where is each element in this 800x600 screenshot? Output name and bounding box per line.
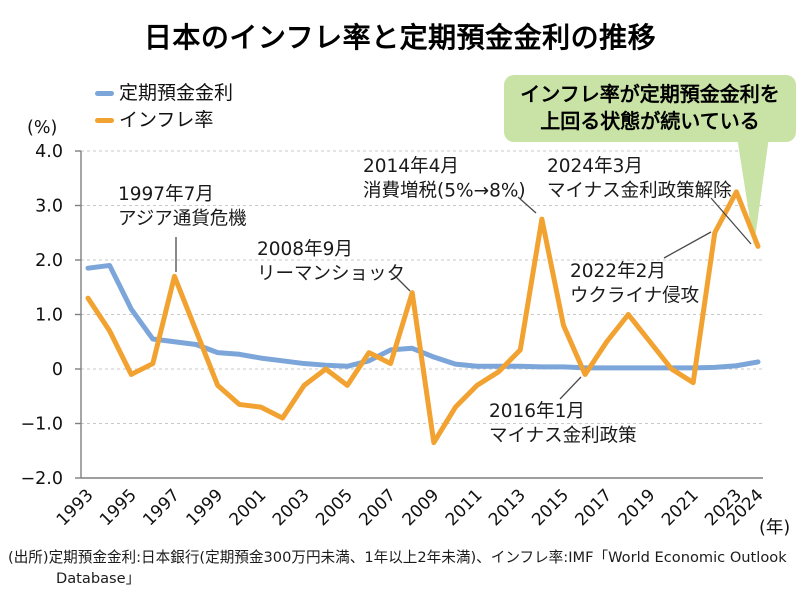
legend: 定期預金金利 インフレ率 <box>95 80 233 134</box>
y-tick-label: −1.0 <box>21 415 64 435</box>
x-tick-label: 2021 <box>658 485 703 530</box>
x-tick-label: 2009 <box>399 485 444 530</box>
legend-label-deposit: 定期預金金利 <box>119 82 234 104</box>
source-note-line1: (出所)定期預金金利:日本銀行(定期預金300万円未満、1年以上2年未満)、イン… <box>8 549 787 566</box>
annotation-pointer-line <box>559 376 582 400</box>
x-tick-label: 2007 <box>355 485 400 530</box>
legend-swatch-inflation-icon <box>95 118 114 123</box>
callout-tail <box>737 137 769 246</box>
annotation-label: 2016年1月マイナス金利政策 <box>489 401 637 447</box>
annotation-label: 2022年2月ウクライナ侵攻 <box>570 261 699 307</box>
y-tick-label: −2.0 <box>21 469 64 489</box>
y-tick-label: 3.0 <box>35 197 63 217</box>
annotation-label: 2008年9月リーマンショック <box>257 239 405 285</box>
x-axis-unit-label: (年) <box>759 518 791 538</box>
x-tick-label: 2005 <box>312 485 357 530</box>
legend-label-inflation: インフレ率 <box>119 109 214 131</box>
x-tick-label: 1997 <box>139 485 184 530</box>
x-tick-label: 2017 <box>572 485 617 530</box>
annotation-label: 2014年4月消費増税(5%→8%) <box>363 156 526 202</box>
series-line-inflation <box>85 189 761 446</box>
y-tick-label: 1.0 <box>35 306 63 326</box>
callout-text-line1: インフレ率が定期預金金利を <box>520 82 780 106</box>
y-tick-label: 0 <box>52 360 63 380</box>
source-note-line2: Database」 <box>56 570 141 587</box>
annotation-pointer-line <box>389 270 411 292</box>
x-tick-label: 2003 <box>269 485 314 530</box>
y-axis-unit-label: (%) <box>27 118 58 138</box>
x-tick-label: 2001 <box>226 485 271 530</box>
x-tick-label: 1993 <box>53 485 98 530</box>
x-tick-label: 2013 <box>485 485 530 530</box>
source-note: (出所)定期預金金利:日本銀行(定期預金300万円未満、1年以上2年未満)、イン… <box>8 547 798 589</box>
x-tick-label: 1999 <box>182 485 227 530</box>
legend-item-deposit: 定期預金金利 <box>95 80 233 107</box>
y-tick-label: 2.0 <box>35 251 63 271</box>
x-tick-label: 2019 <box>615 485 660 530</box>
legend-swatch-deposit-icon <box>95 91 114 96</box>
y-tick-label: 4.0 <box>35 142 63 162</box>
annotation-pointer-line <box>663 231 712 259</box>
x-tick-label: 2011 <box>442 485 487 530</box>
x-tick-label: 2015 <box>528 485 573 530</box>
x-tick-label: 1995 <box>96 485 141 530</box>
legend-item-inflation: インフレ率 <box>95 107 233 134</box>
annotation-pointer-line <box>710 197 752 245</box>
callout-bubble: インフレ率が定期預金金利を 上回る状態が続いている <box>504 75 796 142</box>
annotation-label: 2024年3月マイナス金利政策解除 <box>547 156 732 202</box>
annotation-label: 1997年7月アジア通貨危機 <box>118 184 247 230</box>
chart-title: 日本のインフレ率と定期預金金利の推移 <box>143 21 657 54</box>
callout-text-line2: 上回る状態が続いている <box>540 109 760 133</box>
annotation-pointer-line <box>517 196 537 214</box>
